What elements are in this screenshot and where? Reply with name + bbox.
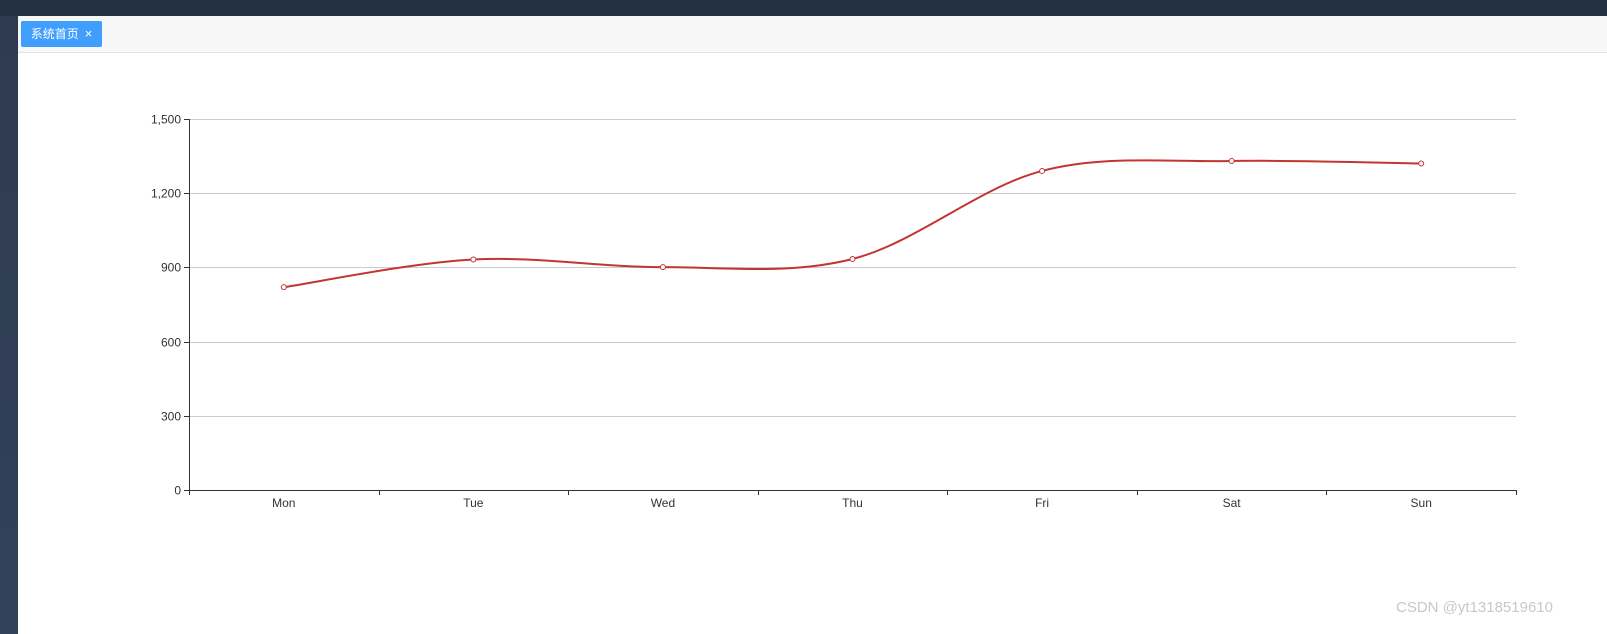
x-tick-label: Wed <box>651 496 675 510</box>
x-tick-label: Sun <box>1411 496 1432 510</box>
y-tick-label: 1,500 <box>151 113 181 127</box>
tick-labels: 0 300 600 900 1,200 1,500 Mon Tue Wed Thu Fri Sat Su… <box>151 113 1432 511</box>
data-point[interactable] <box>1228 158 1235 165</box>
x-tick-label: Thu <box>842 496 863 510</box>
close-icon[interactable]: × <box>84 26 93 41</box>
watermark: CSDN @yt1318519610 <box>1396 599 1553 616</box>
tabs-bar: 系统首页 × <box>18 16 1607 53</box>
grid-lines <box>189 119 1516 417</box>
x-tick-label: Sat <box>1223 496 1242 510</box>
line-chart: 0 300 600 900 1,200 1,500 Mon Tue Wed Thu Fri Sat Su… <box>151 113 1517 511</box>
series-line <box>283 159 1422 289</box>
x-tick-label: Mon <box>272 496 295 510</box>
data-point[interactable] <box>849 255 856 262</box>
x-tick-label: Tue <box>463 496 484 510</box>
y-tick-label: 600 <box>161 336 181 350</box>
data-point[interactable] <box>470 256 477 263</box>
data-point[interactable] <box>280 284 287 291</box>
x-tick-label: Fri <box>1035 496 1049 510</box>
tab-home[interactable]: 系统首页 × <box>21 21 102 47</box>
y-tick-label: 0 <box>174 484 181 498</box>
axes <box>184 119 1517 495</box>
y-tick-label: 1,200 <box>151 187 181 201</box>
y-tick-label: 300 <box>161 410 181 424</box>
data-point[interactable] <box>1418 160 1425 167</box>
sidebar <box>0 16 18 634</box>
data-point[interactable] <box>1039 167 1046 174</box>
top-bar <box>0 0 1607 16</box>
data-point[interactable] <box>659 264 666 271</box>
series <box>280 158 1425 291</box>
tab-home-label: 系统首页 <box>30 27 79 41</box>
main-content: 0 300 600 900 1,200 1,500 Mon Tue Wed Thu Fri Sat Su… <box>18 53 1607 634</box>
y-tick-label: 900 <box>161 261 181 275</box>
